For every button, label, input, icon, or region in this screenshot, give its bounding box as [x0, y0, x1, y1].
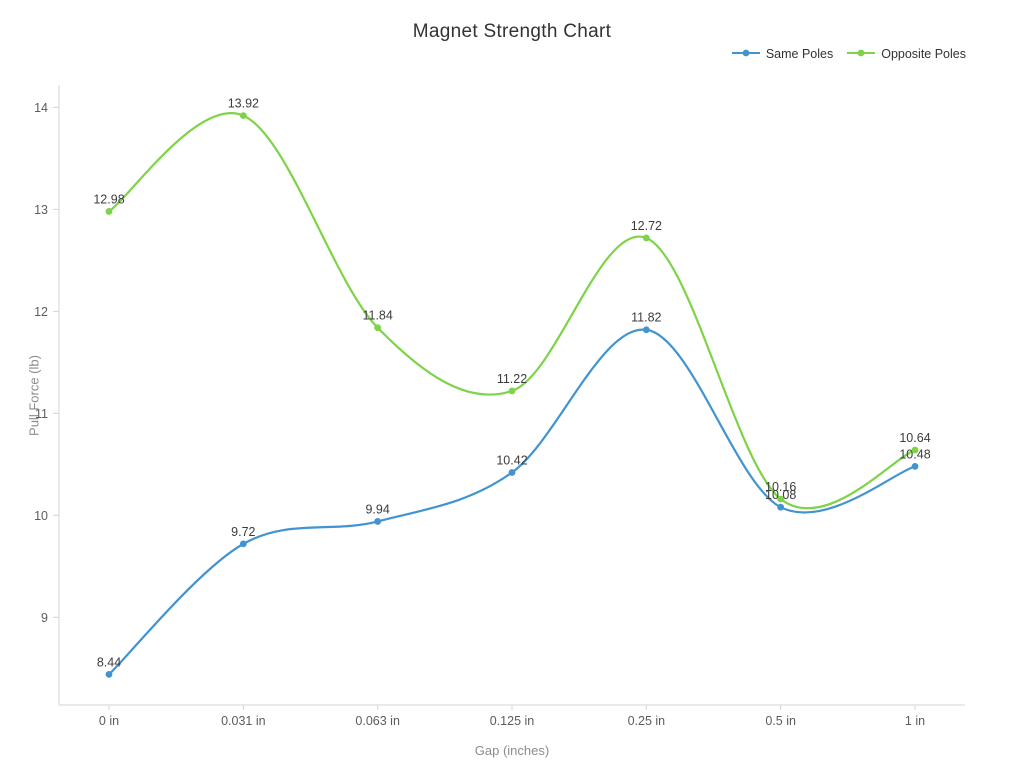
y-tick-label: 11 [35, 407, 48, 421]
legend: Same Poles Opposite Poles [731, 45, 966, 63]
line-marker-icon [731, 45, 760, 63]
x-tick-label: 0.125 in [490, 714, 535, 728]
legend-label-same-poles: Same Poles [765, 47, 834, 61]
data-point[interactable] [374, 518, 382, 525]
data-point[interactable] [508, 387, 516, 395]
x-tick-label: 0.25 in [628, 714, 666, 728]
data-point[interactable] [374, 324, 382, 332]
y-tick-label: 12 [34, 305, 48, 319]
legend-item-opposite-poles[interactable]: Opposite Poles [847, 45, 966, 63]
x-tick-label: 0.031 in [221, 714, 266, 728]
point-label: 11.84 [362, 309, 392, 323]
x-tick-label: 0 in [99, 714, 119, 728]
x-axis-title: Gap (inches) [474, 743, 550, 758]
point-label: 10.42 [496, 454, 527, 468]
data-point[interactable] [239, 112, 247, 119]
point-label: 11.82 [631, 311, 661, 325]
line-marker-icon [847, 45, 876, 63]
y-tick-label: 14 [34, 101, 48, 115]
point-label: 12.98 [93, 192, 124, 206]
data-point[interactable] [105, 208, 113, 215]
data-point[interactable] [642, 326, 650, 334]
point-label: 9.72 [231, 525, 255, 539]
point-label: 10.16 [765, 480, 796, 494]
point-label: 13.92 [228, 97, 259, 111]
point-label: 8.44 [97, 655, 121, 669]
series-line-opposite-poles [107, 112, 917, 510]
x-tick-label: 1 in [905, 714, 925, 728]
data-point[interactable] [777, 495, 785, 503]
point-label: 11.22 [497, 372, 527, 386]
point-label: 10.08 [765, 488, 796, 502]
data-point[interactable] [508, 469, 516, 476]
point-label: 9.94 [365, 502, 389, 516]
data-point[interactable] [105, 671, 113, 678]
x-tick-label: 0.063 in [355, 714, 400, 728]
x-tick-label: 0.5 in [765, 714, 796, 728]
point-label: 10.64 [899, 431, 930, 445]
point-label: 10.48 [899, 447, 930, 461]
legend-label-opposite-poles: Opposite Poles [881, 47, 966, 61]
data-point[interactable] [239, 540, 247, 548]
legend-item-same-poles[interactable]: Same Poles [731, 45, 834, 63]
data-point[interactable] [911, 446, 919, 454]
y-tick-label: 13 [34, 203, 48, 217]
data-point[interactable] [777, 503, 785, 511]
point-label: 12.72 [631, 219, 662, 233]
chart-title: Magnet Strength Chart [412, 21, 612, 42]
data-point[interactable] [642, 234, 650, 242]
y-tick-label: 10 [34, 509, 48, 523]
y-tick-label: 9 [41, 611, 48, 625]
data-point[interactable] [911, 462, 919, 470]
y-axis-title: Pull Force (lb) [26, 355, 42, 436]
